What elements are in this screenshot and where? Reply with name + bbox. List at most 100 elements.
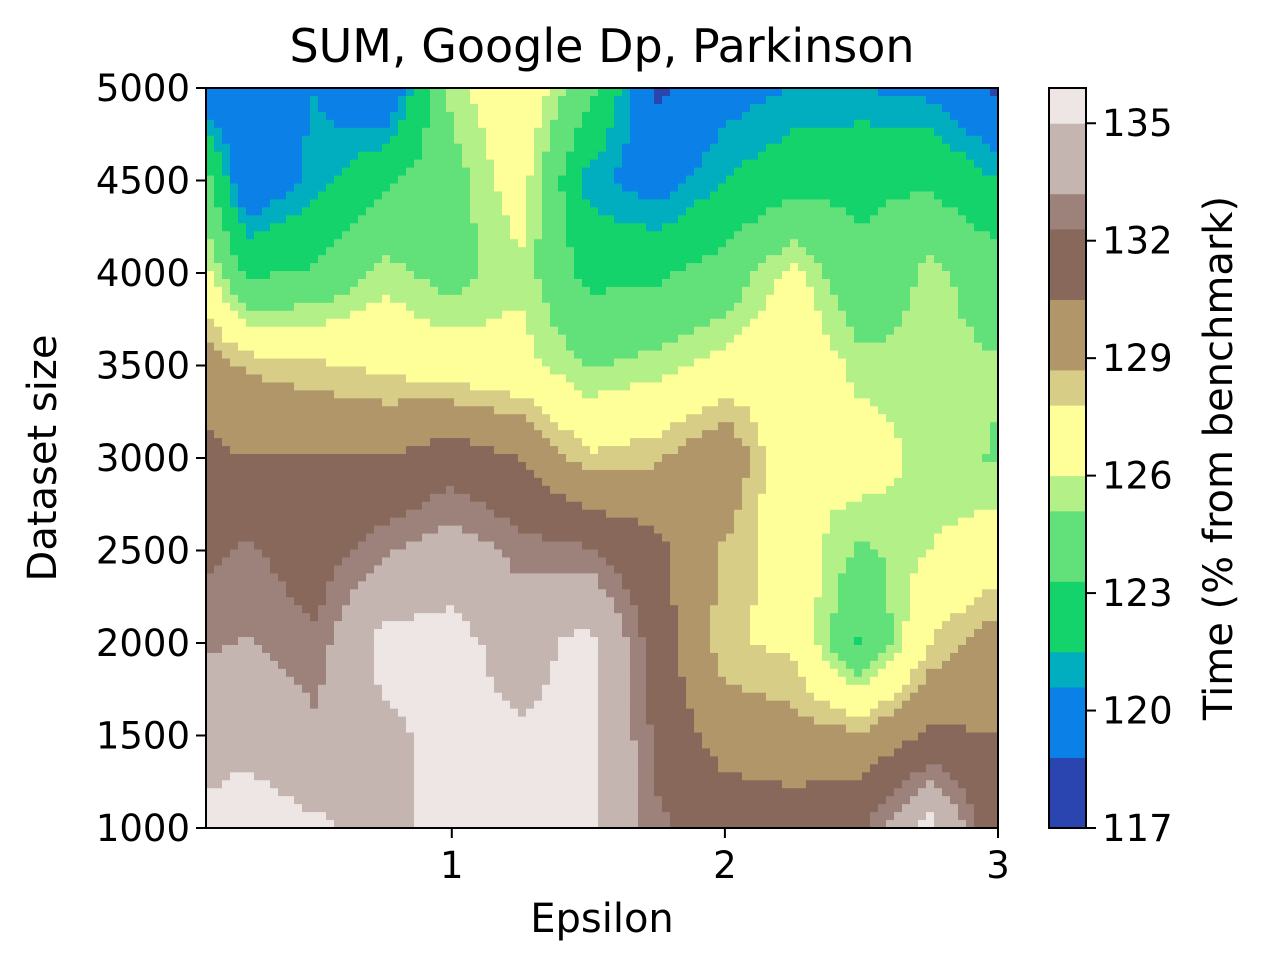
contour-cell [598,406,607,415]
contour-cell [758,88,767,97]
contour-cell [710,366,719,376]
contour-cell [646,326,655,336]
contour-cell [366,414,375,423]
contour-cell [510,374,519,384]
contour-cell [438,446,447,455]
contour-cell [518,199,527,208]
contour-cell [550,390,559,399]
contour-cell [542,247,551,256]
contour-cell [630,422,639,431]
contour-cell [590,103,599,113]
contour-cell [486,374,495,384]
contour-cell [214,350,223,360]
contour-cell [670,326,679,336]
contour-cell [206,255,215,264]
contour-cell [430,223,439,232]
contour-cell [502,127,511,137]
contour-cell [686,183,695,193]
contour-cell [438,366,447,376]
contour-cell [446,95,455,105]
contour-cell [510,414,519,423]
contour-cell [406,111,415,121]
contour-cell [494,151,503,161]
contour-cell [830,223,839,232]
contour-cell [638,318,647,328]
contour-cell [886,350,895,360]
contour-cell [334,485,343,495]
contour-cell [566,318,575,328]
contour-cell [374,302,383,312]
contour-cell [230,366,239,376]
contour-cell [278,430,287,439]
contour-cell [254,310,263,320]
contour-cell [542,302,551,312]
contour-cell [534,239,543,248]
contour-cell [206,461,215,471]
contour-cell [486,302,495,312]
contour-cell [950,422,959,431]
contour-cell [782,143,791,153]
contour-cell [470,350,479,360]
contour-cell [462,342,471,352]
contour-cell [894,127,903,137]
contour-cell [358,350,367,360]
contour-cell [574,255,583,264]
contour-cell [542,223,551,232]
contour-cell [438,247,447,256]
contour-cell [574,143,583,153]
contour-cell [638,446,647,455]
contour-cell [638,374,647,384]
contour-cell [566,350,575,360]
contour-cell [726,95,735,105]
contour-cell [934,207,943,216]
contour-cell [734,159,743,169]
contour-cell [686,207,695,216]
contour-cell [822,366,831,376]
contour-cell [694,159,703,169]
contour-cell [430,207,439,216]
contour-cell [558,469,567,479]
contour-cell [286,271,295,280]
contour-cell [854,446,863,455]
contour-cell [446,239,455,248]
contour-cell [374,103,383,113]
contour-cell [582,175,591,185]
contour-cell [734,469,743,479]
contour-cell [838,469,847,479]
contour-cell [558,231,567,240]
contour-cell [734,350,743,360]
contour-cell [374,135,383,145]
contour-cell [830,422,839,431]
contour-cell [662,95,671,105]
contour-cell [822,461,831,471]
contour-cell [990,294,998,304]
contour-cell [886,183,895,193]
contour-cell [214,239,223,248]
contour-cell [446,271,455,280]
contour-cell [798,454,807,463]
contour-cell [950,119,959,129]
contour-cell [478,151,487,161]
contour-cell [942,438,951,447]
contour-cell [990,318,998,328]
contour-cell [254,286,263,296]
contour-cell [734,454,743,463]
contour-cell [534,302,543,312]
contour-cell [974,294,983,304]
contour-cell [382,326,391,336]
contour-cell [534,446,543,455]
contour-cell [758,199,767,208]
contour-cell [230,143,239,153]
contour-cell [814,207,823,216]
contour-cell [438,191,447,200]
contour-cell [798,374,807,384]
contour-cell [918,422,927,431]
contour-cell [662,414,671,423]
contour-cell [526,183,535,193]
contour-cell [894,326,903,336]
contour-cell [782,231,791,240]
contour-cell [550,454,559,463]
contour-cell [494,469,503,479]
contour-cell [830,111,839,121]
contour-cell [342,151,351,161]
